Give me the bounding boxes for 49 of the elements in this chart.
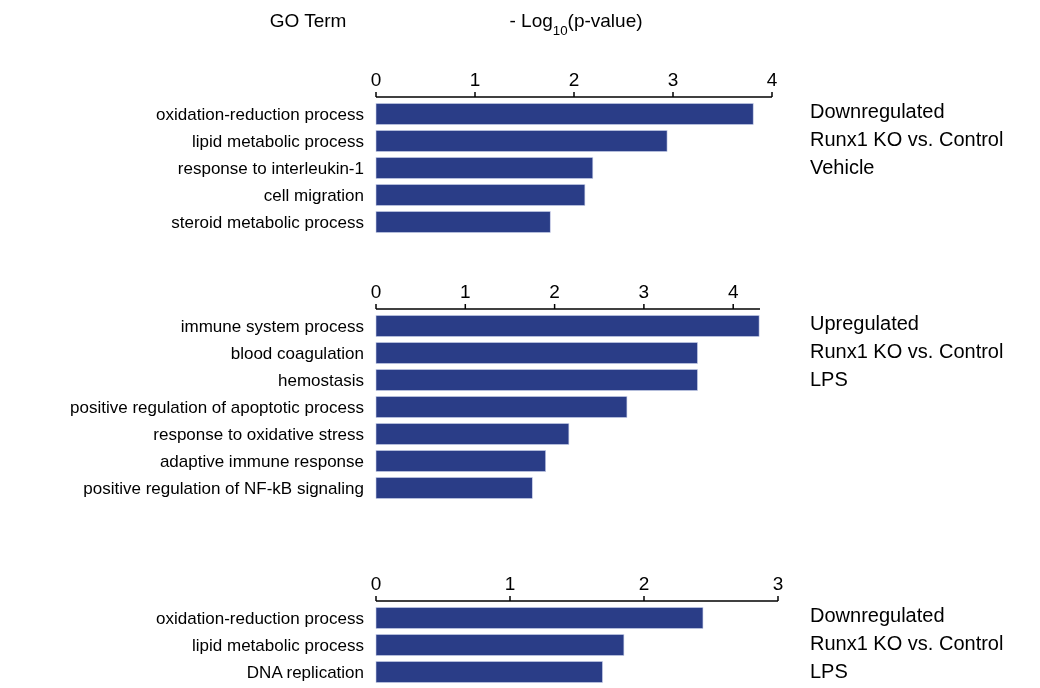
x-tick-label: 0 [370, 281, 382, 302]
bar [375, 211, 551, 233]
bar [375, 396, 628, 418]
y-tick-label: cell migration [263, 185, 364, 205]
x-tick-label: 2 [568, 69, 580, 90]
x-tick-label: 1 [469, 69, 481, 90]
x-tick-label: 1 [504, 573, 516, 594]
y-tick-label: adaptive immune response [159, 451, 364, 471]
text: Downregulated Runx1 KO vs. Control Vehicle [810, 100, 1004, 178]
y-tick-label: hemostasis [278, 370, 364, 390]
x-tick-label: 3 [667, 69, 679, 90]
bar [375, 369, 698, 391]
x-tick-label: 4 [766, 69, 778, 90]
y-tick-label: lipid metabolic process [192, 131, 364, 151]
bar [375, 477, 533, 499]
bar [375, 342, 698, 364]
y-tick-label: lipid metabolic process [192, 635, 364, 655]
x-axis-title: - Log$_{10}$(p-value) [509, 10, 643, 38]
x-tick-label: 0 [370, 573, 382, 594]
x-tick-label: 4 [727, 281, 739, 302]
y-tick-label: response to interleukin-1 [177, 158, 364, 178]
y-tick-label: blood coagulation [230, 343, 364, 363]
text: Downregulated Runx1 KO vs. Control LPS [810, 604, 1004, 682]
x-tick-label: 3 [772, 573, 784, 594]
bar [375, 607, 704, 629]
x-tick-label: 1 [460, 281, 471, 302]
bar [375, 634, 625, 656]
bar [375, 184, 586, 206]
x-tick-label: 3 [638, 281, 650, 302]
y-tick-label: positive regulation of NF-kB signaling [83, 478, 364, 498]
x-tick-label: 2 [638, 573, 650, 594]
y-tick-label: immune system process [180, 316, 364, 336]
y-tick-label: positive regulation of apoptotic process [70, 397, 364, 417]
bar [375, 315, 760, 337]
y-tick-label: steroid metabolic process [171, 212, 364, 232]
bar [375, 423, 570, 445]
bar [375, 450, 546, 472]
x-tick-label: 2 [549, 281, 560, 302]
bar [375, 157, 594, 179]
bar [375, 130, 668, 152]
text: Upregulated Runx1 KO vs. Control LPS [810, 312, 1004, 390]
bar [375, 103, 754, 125]
y-axis-title: GO Term [269, 10, 347, 31]
x-tick-label: 0 [370, 69, 382, 90]
bar [375, 661, 603, 683]
y-tick-label: DNA replication [246, 662, 364, 682]
y-tick-label: response to oxidative stress [153, 424, 364, 444]
y-tick-label: oxidation-reduction process [156, 608, 364, 628]
y-tick-label: oxidation-reduction process [156, 104, 364, 124]
